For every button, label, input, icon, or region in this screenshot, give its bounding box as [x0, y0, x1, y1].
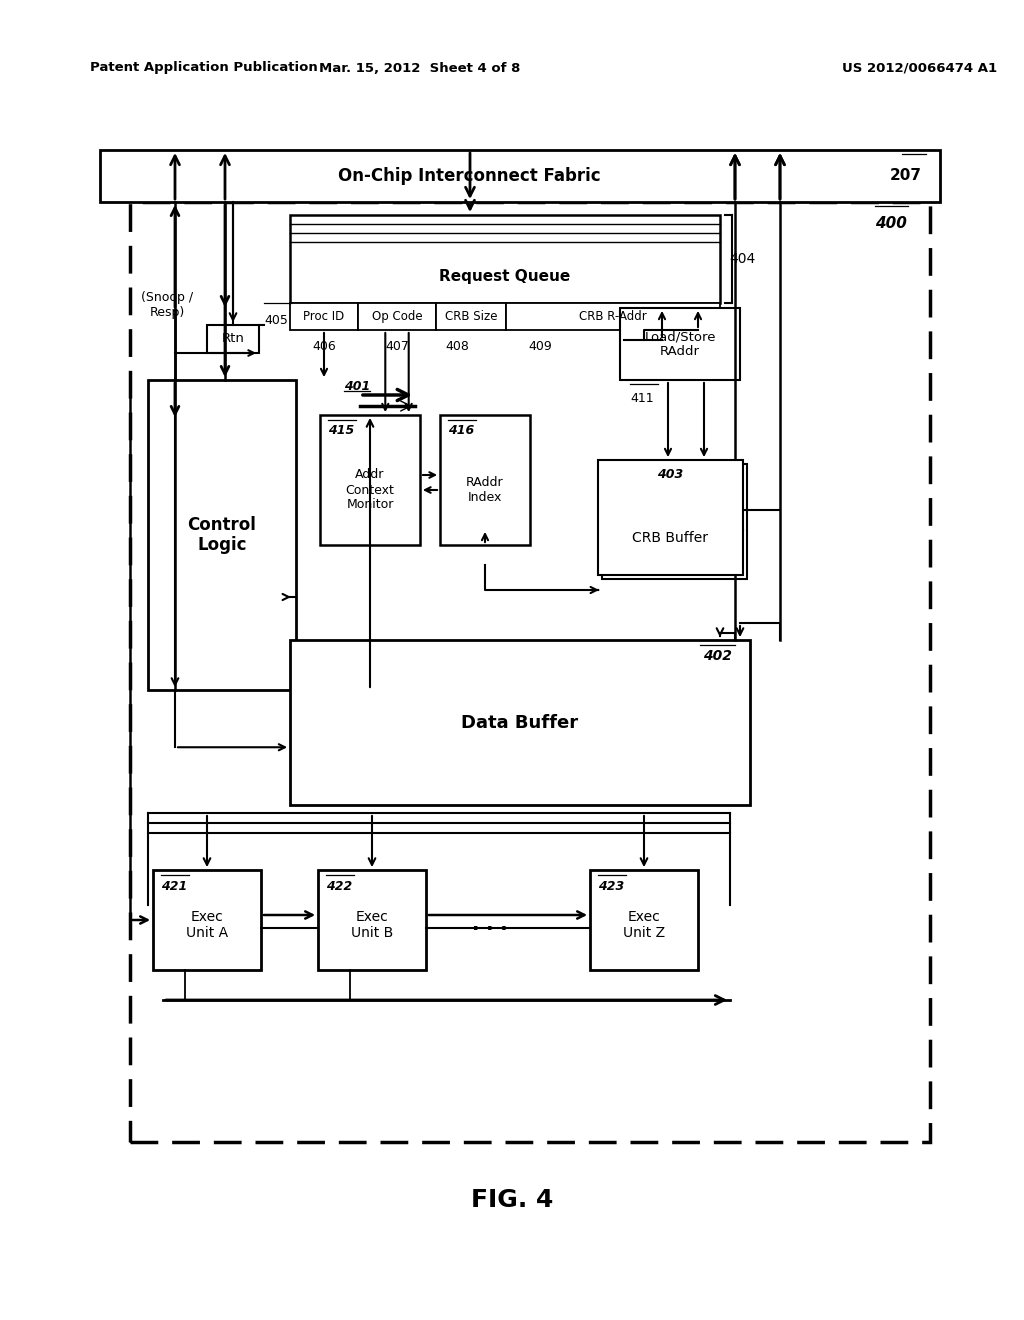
Text: 207: 207 — [890, 169, 922, 183]
Bar — [148, 380, 296, 690]
Text: 408: 408 — [445, 339, 469, 352]
Bar — [290, 215, 720, 304]
Text: 402: 402 — [703, 649, 732, 663]
Bar — [506, 304, 720, 330]
Text: 407: 407 — [385, 339, 409, 352]
Text: 421: 421 — [161, 879, 187, 892]
Text: 400: 400 — [874, 216, 907, 231]
Text: 423: 423 — [598, 879, 625, 892]
Text: Patent Application Publication: Patent Application Publication — [90, 62, 317, 74]
Text: CRB Buffer: CRB Buffer — [633, 531, 709, 545]
Text: RAddr
Index: RAddr Index — [466, 477, 504, 504]
Bar — [440, 414, 530, 545]
Text: 404: 404 — [729, 252, 755, 267]
Bar — [620, 308, 740, 380]
Text: CRB R-Addr: CRB R-Addr — [580, 310, 647, 323]
Text: Control
Logic: Control Logic — [187, 516, 256, 554]
Bar — [436, 304, 506, 330]
Text: 405: 405 — [264, 314, 288, 326]
Bar — [100, 150, 940, 202]
Text: Proc ID: Proc ID — [303, 310, 345, 323]
Text: Addr
Context
Monitor: Addr Context Monitor — [345, 469, 394, 511]
Bar — [207, 325, 259, 352]
Text: On-Chip Interconnect Fabric: On-Chip Interconnect Fabric — [338, 168, 601, 185]
Bar — [153, 870, 261, 970]
Bar — [358, 304, 436, 330]
Text: 416: 416 — [449, 425, 474, 437]
Text: 411: 411 — [630, 392, 653, 404]
Text: 422: 422 — [326, 879, 352, 892]
Bar — [590, 870, 698, 970]
Text: (Snoop /
Resp): (Snoop / Resp) — [141, 290, 194, 319]
Text: 401: 401 — [344, 380, 371, 393]
Text: 409: 409 — [528, 339, 552, 352]
Text: US 2012/0066474 A1: US 2012/0066474 A1 — [843, 62, 997, 74]
Text: CRB Size: CRB Size — [444, 310, 498, 323]
Text: Load/Store
RAddr: Load/Store RAddr — [644, 330, 716, 358]
Text: 415: 415 — [328, 425, 354, 437]
Text: Exec
Unit A: Exec Unit A — [186, 909, 228, 940]
Text: Exec
Unit B: Exec Unit B — [351, 909, 393, 940]
Bar — [290, 304, 358, 330]
Bar — [598, 459, 743, 576]
Bar — [318, 870, 426, 970]
Bar — [606, 469, 751, 583]
Text: 406: 406 — [312, 339, 336, 352]
Text: . . .: . . . — [472, 916, 508, 935]
Text: 403: 403 — [657, 469, 684, 482]
Bar — [130, 202, 930, 1142]
Text: FIG. 4: FIG. 4 — [471, 1188, 553, 1212]
Bar — [602, 465, 746, 579]
Text: Exec
Unit Z: Exec Unit Z — [623, 909, 665, 940]
Text: Rtn: Rtn — [221, 333, 245, 346]
Bar — [290, 640, 750, 805]
Bar — [319, 414, 420, 545]
Text: Mar. 15, 2012  Sheet 4 of 8: Mar. 15, 2012 Sheet 4 of 8 — [319, 62, 520, 74]
Text: Op Code: Op Code — [372, 310, 422, 323]
Text: Request Queue: Request Queue — [439, 269, 570, 285]
Text: Data Buffer: Data Buffer — [462, 714, 579, 731]
